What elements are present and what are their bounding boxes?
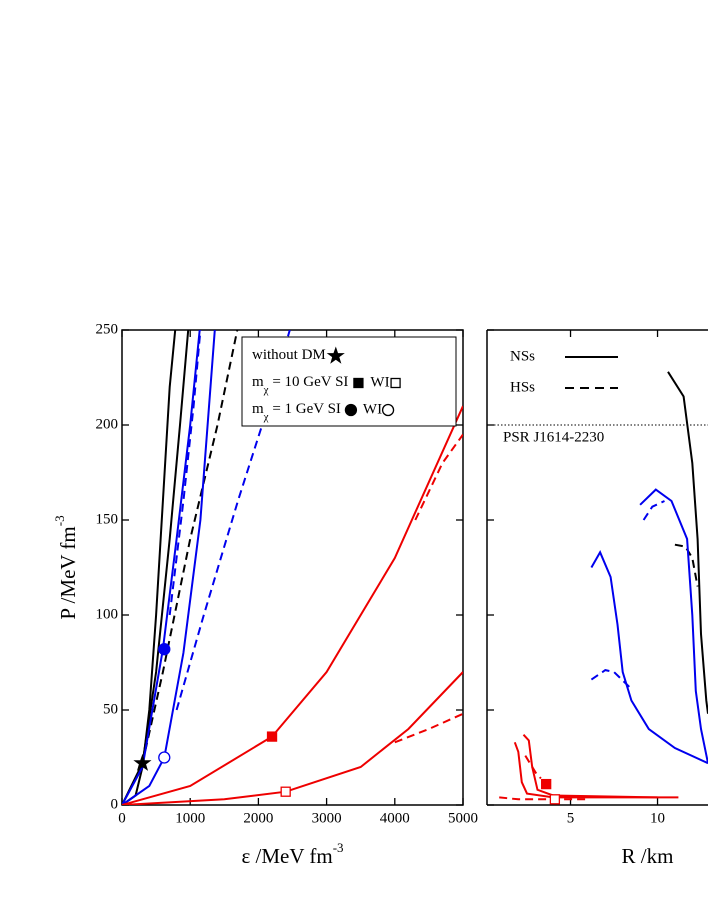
curve xyxy=(499,796,588,801)
y-axis-label-text: P /MeV fm xyxy=(56,526,80,619)
x-tick-label: 3000 xyxy=(312,810,342,826)
marker xyxy=(158,751,171,764)
curve xyxy=(175,330,291,711)
marker xyxy=(344,403,358,417)
curve xyxy=(639,488,708,764)
y-tick-label: 50 xyxy=(103,701,118,717)
y-tick-label: 0 xyxy=(111,796,119,812)
curve xyxy=(122,330,216,805)
legend-entry: WI xyxy=(363,401,382,417)
x-axis-label: ε /MeV fm-3 xyxy=(241,840,343,868)
y-tick-label: 100 xyxy=(96,606,119,622)
marker xyxy=(266,731,278,742)
curve xyxy=(522,734,658,799)
legend-text: without DM xyxy=(252,347,326,363)
marker xyxy=(549,794,561,805)
marker xyxy=(381,403,395,417)
curve xyxy=(122,330,201,805)
legend-text: = 1 GeV SI xyxy=(269,401,341,417)
reference-label: PSR J1614-2230 xyxy=(503,429,604,445)
legend-entry: mχ = 1 GeV SI xyxy=(252,401,341,422)
x-tick-label: 10 xyxy=(650,810,665,826)
legend-entry: HSs xyxy=(510,379,535,395)
x-axis-label-sup: -3 xyxy=(333,840,344,855)
legend-entry: WI xyxy=(370,374,389,390)
x-axis-label: R /km xyxy=(622,844,674,868)
plot-area xyxy=(122,330,463,805)
y-tick-label: 200 xyxy=(96,416,119,432)
y-axis-label-sup: -3 xyxy=(52,515,67,526)
curve xyxy=(122,330,177,805)
x-axis-label-text: ε /MeV fm xyxy=(241,844,332,868)
legend-entry: without DM xyxy=(252,347,326,363)
y-tick-label: 250 xyxy=(96,321,119,337)
curve xyxy=(674,543,699,587)
x-tick-label: 5 xyxy=(567,810,575,826)
curve xyxy=(414,433,463,521)
curve xyxy=(667,371,708,714)
curve xyxy=(590,550,708,765)
curve xyxy=(394,712,463,744)
curve xyxy=(168,330,202,616)
marker xyxy=(158,643,171,656)
marker xyxy=(133,753,152,771)
curve xyxy=(513,741,679,799)
marker xyxy=(326,346,345,364)
legend-entry: mχ = 10 GeV SI xyxy=(252,374,348,395)
legend-entry: NSs xyxy=(510,348,535,364)
y-tick-label: 150 xyxy=(96,511,119,527)
x-tick-label: 1000 xyxy=(175,810,205,826)
x-axis-label-text: R /km xyxy=(622,844,674,868)
marker xyxy=(353,377,364,389)
marker xyxy=(541,778,552,790)
curve xyxy=(524,755,542,780)
legend-text: χ xyxy=(263,384,269,396)
legend-text: = 10 GeV SI xyxy=(269,374,349,390)
plot-frame xyxy=(121,329,464,806)
curve xyxy=(122,330,190,805)
y-axis-label: P /MeV fm-3 xyxy=(52,515,80,619)
legend-text: m xyxy=(252,374,264,390)
curve xyxy=(141,330,239,764)
marker xyxy=(390,377,401,389)
curve xyxy=(122,405,463,805)
x-tick-label: 0 xyxy=(118,810,126,826)
legend-text: χ xyxy=(263,411,269,423)
marker xyxy=(280,786,291,797)
curve xyxy=(122,671,463,805)
plot-area xyxy=(499,371,708,805)
x-tick-label: 5000 xyxy=(448,810,478,826)
legend-text: m xyxy=(252,401,264,417)
curve xyxy=(642,500,665,521)
x-tick-label: 2000 xyxy=(243,810,273,826)
x-tick-label: 4000 xyxy=(380,810,410,826)
